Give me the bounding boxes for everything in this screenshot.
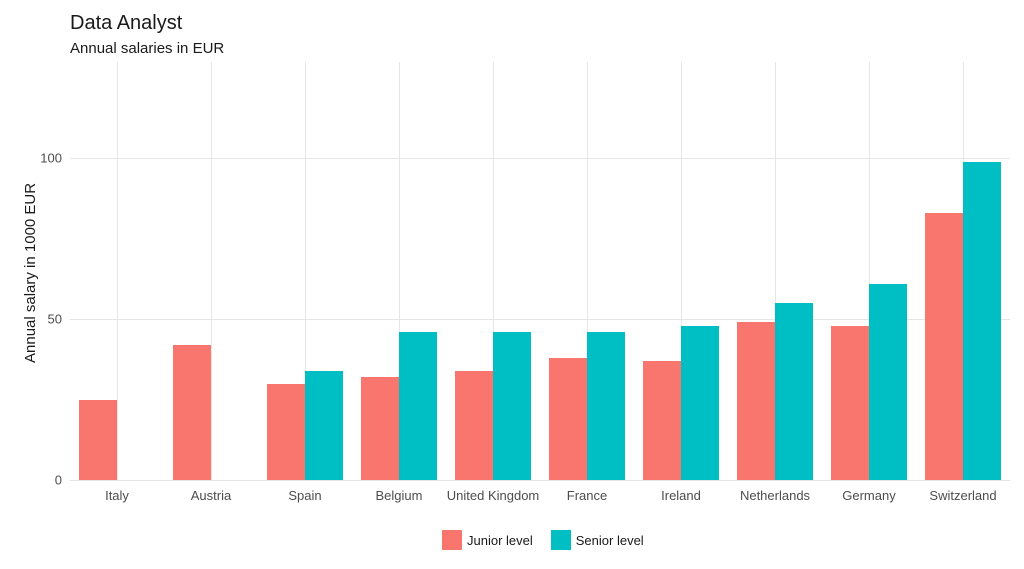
x-tick-label: Spain: [288, 488, 321, 503]
y-axis-label: Annual salary in 1000 EUR: [22, 183, 39, 363]
bar: [173, 345, 211, 480]
bar: [831, 326, 869, 480]
x-tick-label: Netherlands: [740, 488, 810, 503]
x-tick-label: Belgium: [376, 488, 423, 503]
legend-item: Junior level: [442, 530, 533, 550]
bar: [267, 384, 305, 480]
x-tick-label: Austria: [191, 488, 231, 503]
legend-item: Senior level: [551, 530, 644, 550]
x-tick-label: Italy: [105, 488, 129, 503]
grid-line-vertical: [117, 62, 118, 480]
bar: [869, 284, 907, 480]
bar: [643, 361, 681, 480]
bar: [361, 377, 399, 480]
bar: [737, 322, 775, 480]
legend: Junior level Senior level: [442, 530, 644, 550]
bar: [963, 162, 1001, 480]
chart-container: Data Analyst Annual salaries in EUR Annu…: [0, 0, 1024, 569]
bar: [305, 371, 343, 480]
y-tick-label: 50: [48, 312, 62, 327]
grid-line-horizontal: [70, 480, 1010, 481]
x-tick-label: Ireland: [661, 488, 701, 503]
bar: [549, 358, 587, 480]
x-tick-label: United Kingdom: [447, 488, 540, 503]
plot-area: 050100ItalyAustriaSpainBelgiumUnited Kin…: [70, 62, 1010, 481]
x-tick-label: France: [567, 488, 607, 503]
bar: [399, 332, 437, 480]
x-tick-label: Switzerland: [929, 488, 996, 503]
legend-label: Junior level: [467, 533, 533, 548]
legend-swatch: [551, 530, 571, 550]
bar: [493, 332, 531, 480]
chart-subtitle: Annual salaries in EUR: [70, 40, 224, 57]
legend-swatch: [442, 530, 462, 550]
x-tick-label: Germany: [842, 488, 895, 503]
bar: [587, 332, 625, 480]
bar: [925, 213, 963, 480]
bar: [775, 303, 813, 480]
grid-line-vertical: [211, 62, 212, 480]
bar: [681, 326, 719, 480]
y-tick-label: 0: [55, 473, 62, 488]
bar: [455, 371, 493, 480]
legend-label: Senior level: [576, 533, 644, 548]
y-tick-label: 100: [40, 151, 62, 166]
chart-title: Data Analyst: [70, 12, 182, 35]
bar: [79, 400, 117, 480]
